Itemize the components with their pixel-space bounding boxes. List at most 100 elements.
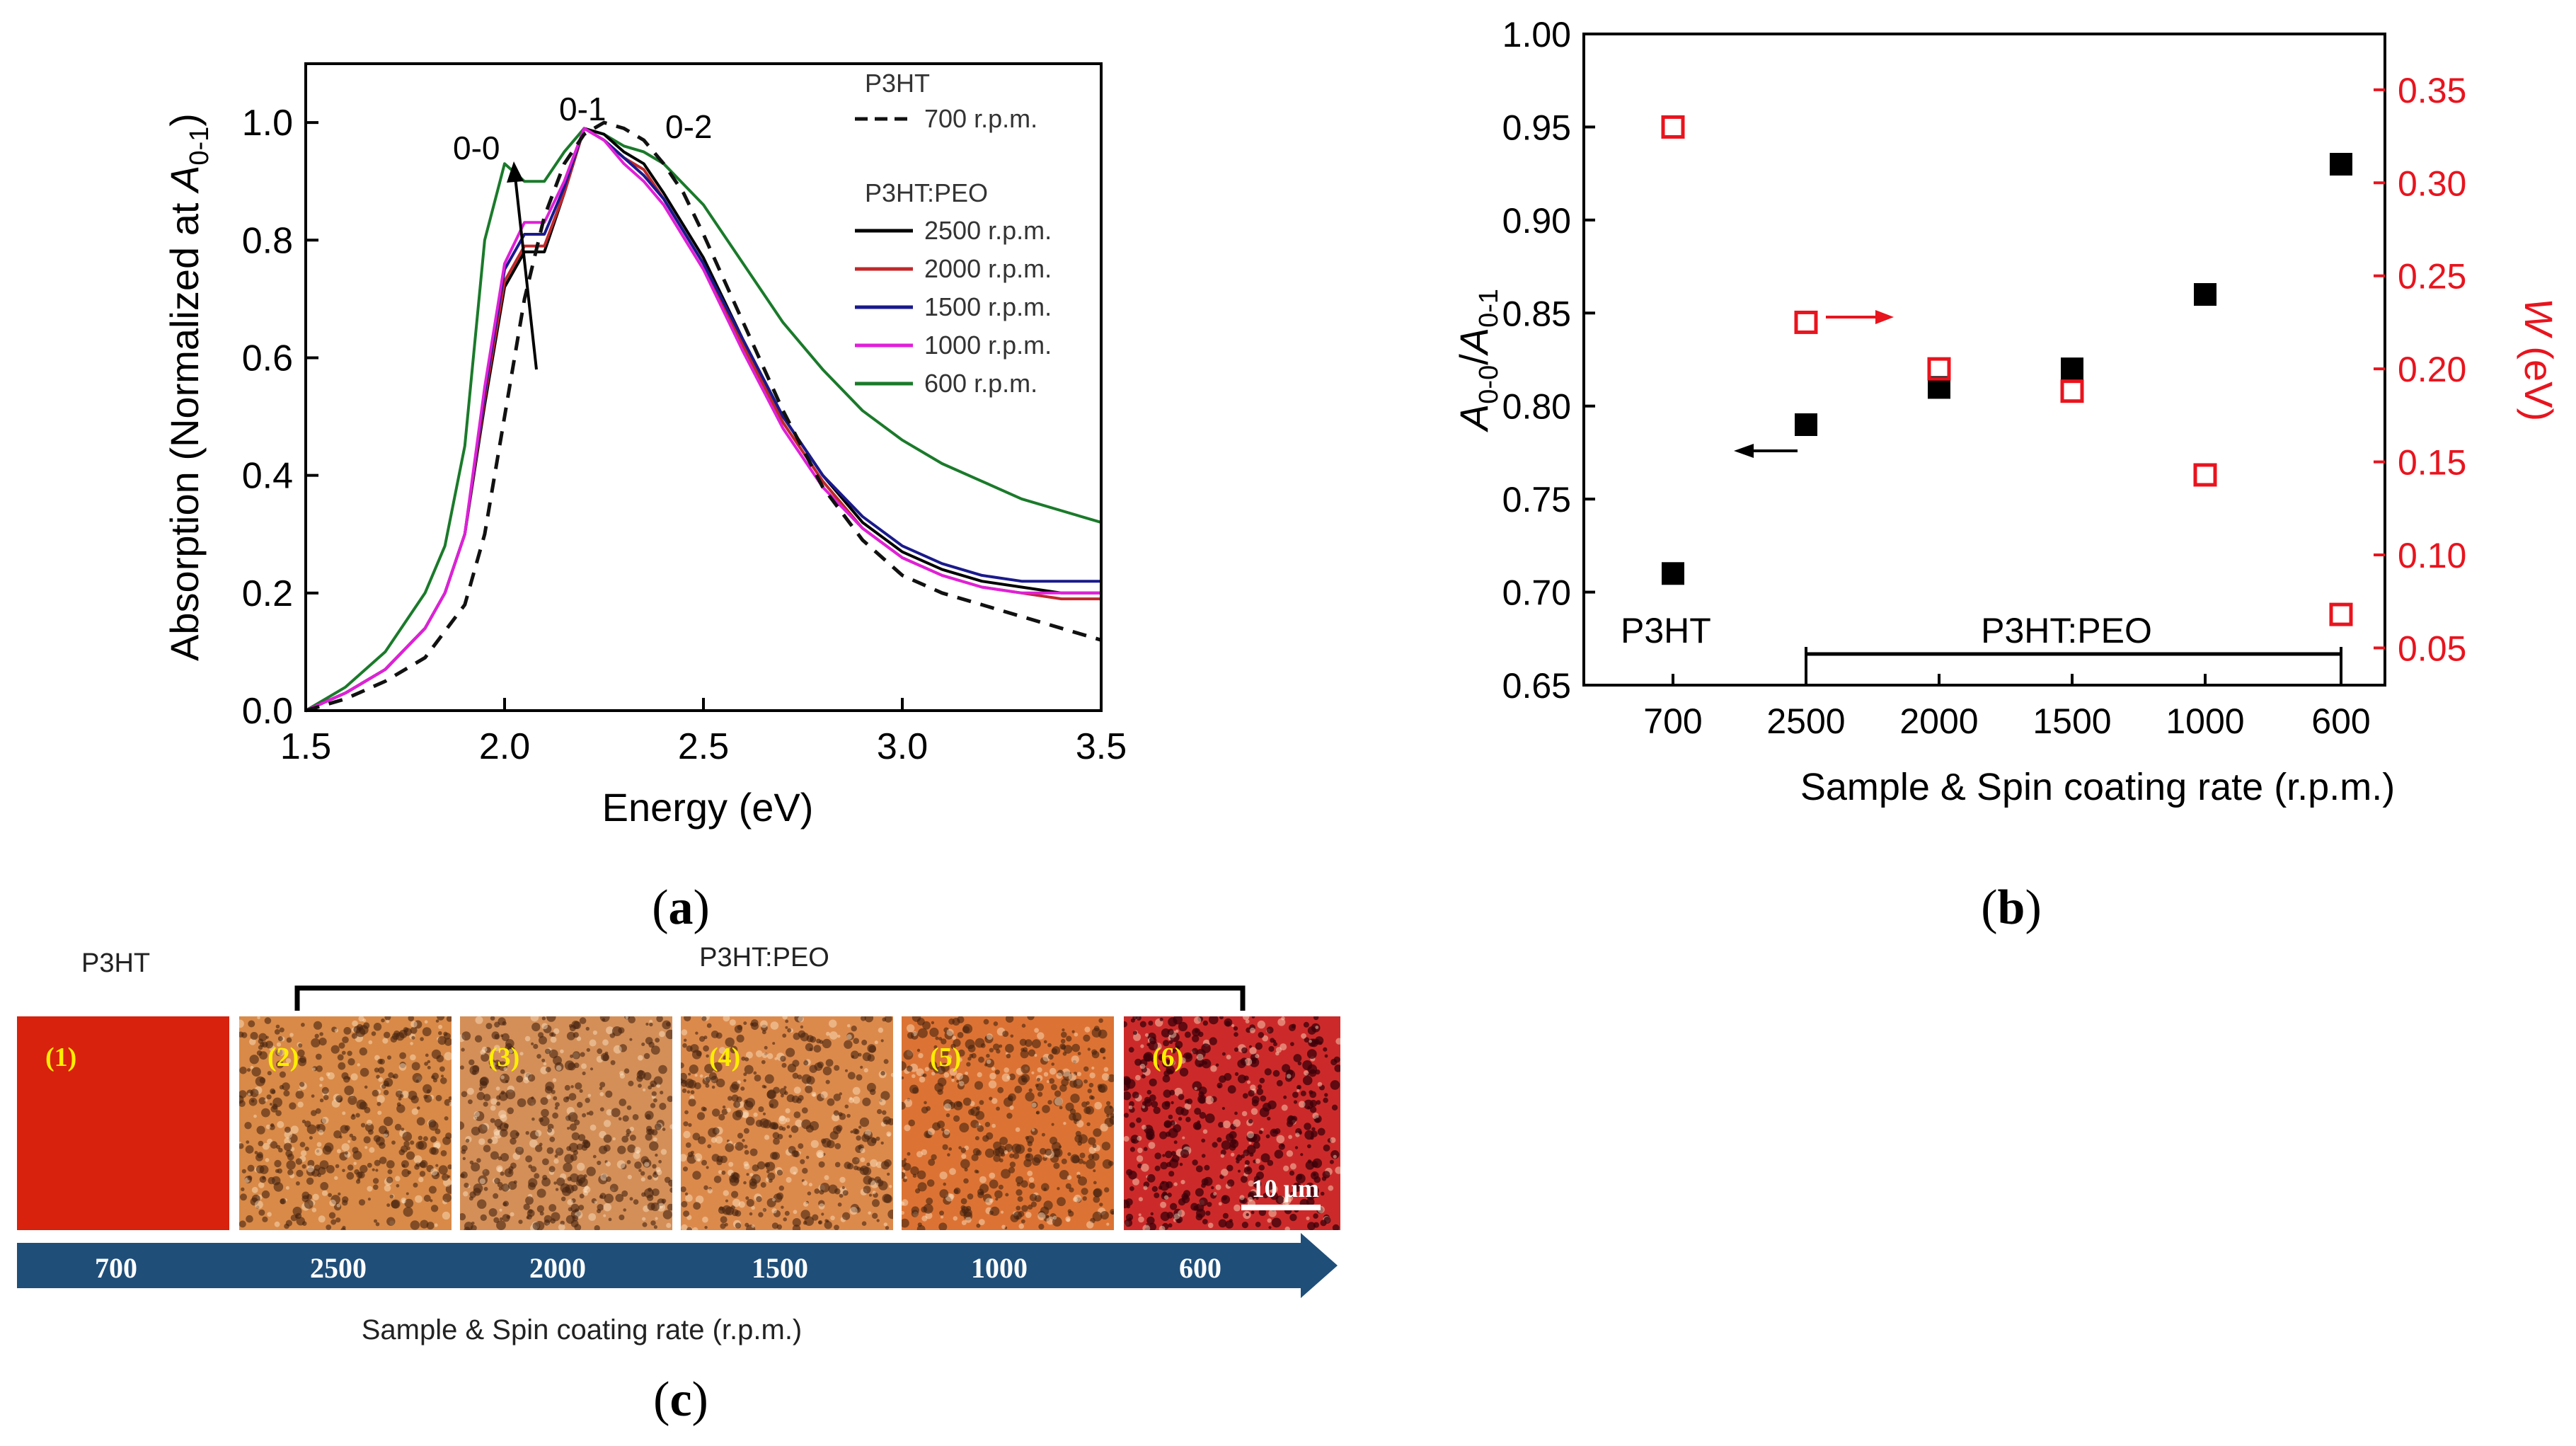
rate-label: 1500 xyxy=(752,1252,808,1284)
texture-domain xyxy=(719,1206,724,1211)
rate-label: 1000 xyxy=(971,1252,1028,1284)
texture-domain xyxy=(650,1080,657,1088)
texture-domain xyxy=(1285,1069,1296,1079)
texture-highlight xyxy=(829,1031,838,1040)
texture-domain xyxy=(869,1089,876,1096)
texture-domain xyxy=(275,1110,282,1116)
panel-b-label-p3ht: P3HT xyxy=(1621,611,1711,650)
texture-highlight xyxy=(374,1055,380,1061)
texture-domain xyxy=(360,1067,369,1077)
texture-highlight xyxy=(1295,1132,1300,1137)
texture-domain xyxy=(406,1151,415,1160)
texture-highlight xyxy=(1046,1080,1050,1084)
texture-domain xyxy=(265,1035,269,1039)
texture-domain xyxy=(582,1113,587,1118)
texture-highlight xyxy=(889,1185,892,1188)
x-tick-label: 2500 xyxy=(1766,701,1845,741)
texture-domain xyxy=(1193,1205,1199,1211)
texture-highlight xyxy=(613,1045,622,1054)
texture-domain xyxy=(962,1023,973,1034)
texture-domain xyxy=(432,1078,437,1083)
texture-domain xyxy=(1106,1101,1111,1106)
texture-domain xyxy=(1201,1178,1209,1186)
texture-domain xyxy=(1160,1161,1168,1170)
texture-highlight xyxy=(1066,1175,1072,1180)
texture-domain xyxy=(1146,1174,1156,1183)
texture-domain xyxy=(974,1038,985,1048)
texture-domain xyxy=(935,1036,939,1040)
texture-domain xyxy=(661,1198,667,1204)
texture-domain xyxy=(793,1033,800,1040)
texture-highlight xyxy=(946,1055,953,1060)
texture-domain xyxy=(611,1026,622,1036)
texture-domain xyxy=(1158,1054,1166,1061)
texture-domain xyxy=(1306,1198,1315,1206)
texture-domain xyxy=(937,1077,947,1087)
texture-highlight xyxy=(316,1142,322,1147)
texture-domain xyxy=(250,1197,258,1206)
texture-domain xyxy=(842,1212,851,1220)
texture-domain xyxy=(882,1116,892,1125)
texture-domain xyxy=(781,1094,784,1098)
texture-domain xyxy=(683,1166,688,1172)
texture-highlight xyxy=(904,1125,911,1132)
texture-domain xyxy=(375,1169,379,1172)
texture-domain xyxy=(1294,1146,1299,1149)
texture-domain xyxy=(1246,1133,1255,1142)
texture-domain xyxy=(728,1096,732,1101)
texture-highlight xyxy=(627,1174,632,1180)
texture-domain xyxy=(414,1164,420,1170)
texture-domain xyxy=(585,1098,590,1103)
texture-domain xyxy=(465,1138,470,1143)
texture-domain xyxy=(1292,1182,1302,1192)
texture-highlight xyxy=(444,1052,452,1061)
texture-domain xyxy=(923,1073,927,1077)
texture-domain xyxy=(701,1016,707,1021)
texture-highlight xyxy=(368,1040,373,1045)
texture-domain xyxy=(690,1090,695,1095)
texture-domain xyxy=(578,1205,585,1211)
texture-highlight xyxy=(592,1030,597,1035)
texture-domain xyxy=(953,1115,960,1122)
texture-domain xyxy=(917,1222,922,1227)
texture-domain xyxy=(682,1088,687,1094)
texture-highlight xyxy=(921,1215,928,1222)
texture-domain xyxy=(1258,1032,1265,1038)
texture-domain xyxy=(628,1080,634,1086)
texture-domain xyxy=(1083,1066,1089,1072)
texture-domain xyxy=(846,1113,851,1118)
texture-domain xyxy=(431,1075,435,1079)
texture-domain xyxy=(928,1159,936,1166)
texture-domain xyxy=(401,1169,410,1178)
texture-domain xyxy=(1179,1162,1183,1166)
texture-domain xyxy=(444,1116,449,1121)
texture-highlight xyxy=(924,1067,929,1072)
texture-domain xyxy=(1042,1156,1047,1161)
texture-highlight xyxy=(723,1016,730,1022)
texture-highlight xyxy=(490,1136,498,1144)
texture-domain xyxy=(708,1187,712,1190)
texture-highlight xyxy=(681,1029,688,1035)
texture-domain xyxy=(1215,1063,1219,1067)
texture-domain xyxy=(818,1220,822,1224)
texture-domain xyxy=(367,1162,372,1168)
texture-domain xyxy=(411,1062,420,1071)
texture-domain xyxy=(1057,1069,1064,1077)
texture-domain xyxy=(266,1094,272,1100)
texture-domain xyxy=(1184,1031,1191,1038)
texture-domain xyxy=(1249,1057,1260,1067)
texture-highlight xyxy=(558,1224,565,1230)
texture-highlight xyxy=(902,1199,909,1206)
texture-domain xyxy=(462,1157,466,1161)
texture-domain xyxy=(1078,1158,1084,1164)
texture-domain xyxy=(416,1117,425,1126)
texture-domain xyxy=(645,1022,649,1026)
texture-domain xyxy=(1330,1080,1340,1090)
texture-domain xyxy=(1059,1106,1063,1110)
texture-highlight xyxy=(1076,1072,1081,1077)
texture-domain xyxy=(1038,1224,1045,1230)
micrograph-texture xyxy=(1124,1016,1340,1230)
y-tick-label: 0.8 xyxy=(242,220,293,261)
texture-domain xyxy=(926,1179,935,1187)
texture-domain xyxy=(1150,1212,1154,1216)
